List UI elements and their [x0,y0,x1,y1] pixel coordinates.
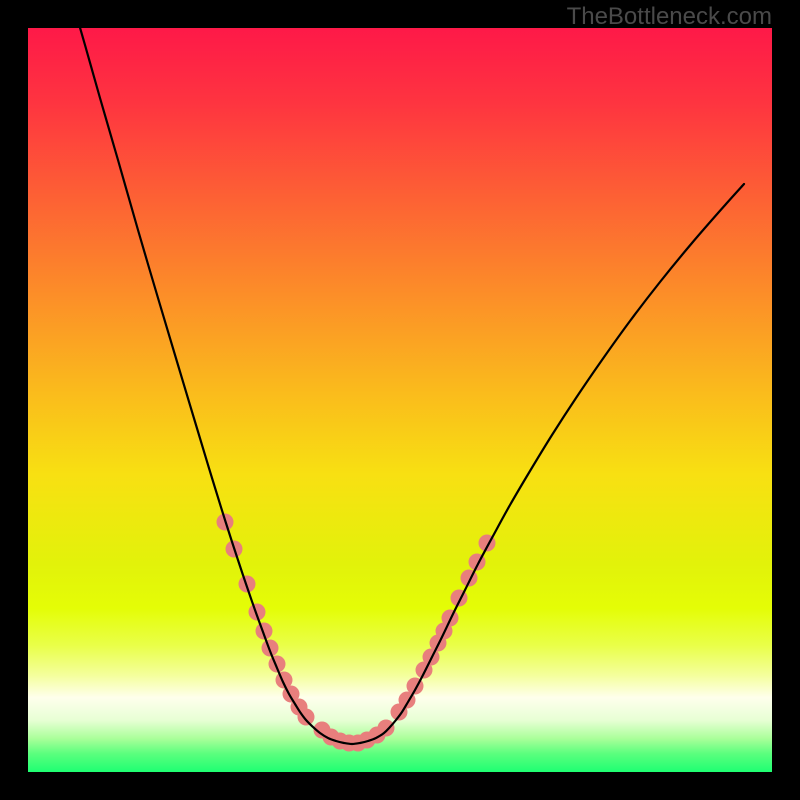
chart-container: TheBottleneck.com [0,0,800,800]
bottleneck-curve [72,28,744,744]
chart-svg [28,28,772,772]
plot-area [28,28,772,772]
watermark-text: TheBottleneck.com [567,3,772,31]
scatter-marker [378,720,395,737]
scatter-markers [217,514,496,752]
